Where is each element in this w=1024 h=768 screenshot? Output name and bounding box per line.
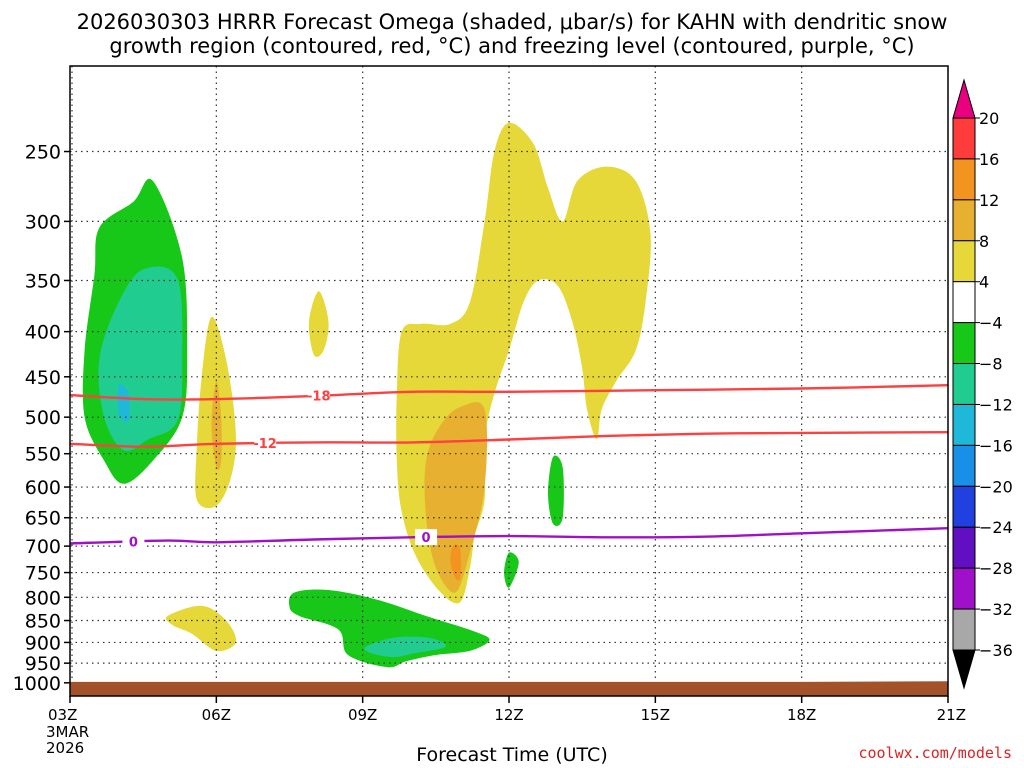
colorbar-label: 20 xyxy=(979,109,999,128)
colorbar-segment xyxy=(952,117,976,160)
omega-region-5 xyxy=(308,291,329,358)
omega-region-2 xyxy=(117,384,130,423)
colorbar-label: 4 xyxy=(979,273,989,292)
colorbar-segment xyxy=(952,485,976,528)
terrain-fill xyxy=(70,681,948,696)
colorbar-segment xyxy=(952,608,976,651)
colorbar-segment xyxy=(952,363,976,405)
omega-region-13 xyxy=(364,636,446,658)
colorbar-label: −28 xyxy=(979,559,1013,578)
y-axis: 2503003504004505005506006507007508008509… xyxy=(13,142,70,695)
colorbar-segment xyxy=(952,281,976,324)
colorbar-segment xyxy=(952,322,976,365)
ground-surface xyxy=(70,681,948,696)
chart-title-line2: growth region (contoured, red, °C) and f… xyxy=(109,34,915,58)
y-tick-label: 800 xyxy=(25,587,61,609)
colorbar-segment xyxy=(952,240,976,283)
x-tick-label: 03Z xyxy=(48,706,77,724)
colorbar-label: −20 xyxy=(979,477,1013,496)
colorbar-segment xyxy=(952,567,976,610)
dgz-line--12 xyxy=(69,431,949,448)
omega-region-4 xyxy=(211,380,222,471)
colorbar-label: −4 xyxy=(979,314,1003,333)
colorbar: 20 16 12 8 4 −4 −8 −12 −16 −20 −24 −28 −32 −36 xyxy=(952,78,1013,690)
omega-region-9 xyxy=(548,455,564,526)
colorbar-top-arrow xyxy=(952,78,976,119)
colorbar-segment xyxy=(952,158,976,201)
omega-shading xyxy=(82,122,651,668)
x-axis-title: Forecast Time (UTC) xyxy=(416,744,608,766)
y-tick-label: 600 xyxy=(25,477,61,499)
x-tick-label: 09Z xyxy=(348,706,377,724)
y-tick-label: 700 xyxy=(25,536,61,558)
colorbar-segment xyxy=(952,403,976,446)
contour-label-bg xyxy=(122,533,145,550)
start-day-label: 3MAR xyxy=(46,723,90,741)
contour-label: 0 xyxy=(422,531,431,546)
colorbar-label: 8 xyxy=(979,232,989,251)
y-tick-label: 750 xyxy=(25,563,61,585)
colorbar-label: −8 xyxy=(979,355,1003,374)
omega-region-11 xyxy=(165,605,237,652)
dgz-line--18 xyxy=(69,384,949,401)
colorbar-label: −12 xyxy=(979,395,1013,414)
omega-region-10 xyxy=(504,552,519,588)
colorbar-segment xyxy=(952,199,976,242)
contour-label-bg xyxy=(254,435,277,452)
y-tick-label: 550 xyxy=(25,444,61,466)
contour-lines: -18 -12 0 0 xyxy=(69,384,949,551)
y-tick-label: 300 xyxy=(25,211,61,233)
y-tick-label: 1000 xyxy=(13,673,61,695)
y-tick-label: 450 xyxy=(25,367,61,389)
omega-region-8 xyxy=(450,544,461,581)
y-tick-label: 850 xyxy=(25,611,61,633)
contour-label: 0 xyxy=(129,536,138,551)
y-tick-label: 900 xyxy=(25,632,61,654)
freezing-level-line xyxy=(69,527,949,545)
contour-label: -18 xyxy=(307,390,331,405)
colorbar-label: −16 xyxy=(979,436,1013,455)
y-tick-label: 250 xyxy=(25,142,61,164)
colorbar-label: −32 xyxy=(979,600,1013,619)
credit-link[interactable]: coolwx.com/models xyxy=(858,744,1012,762)
start-year-label: 2026 xyxy=(46,739,85,757)
colorbar-segment xyxy=(952,444,976,487)
colorbar-segment xyxy=(952,526,976,569)
x-tick-label: 12Z xyxy=(494,706,523,724)
colorbar-label: −36 xyxy=(979,641,1013,660)
y-tick-label: 650 xyxy=(25,508,61,530)
x-tick-label: 15Z xyxy=(641,706,670,724)
omega-region-7 xyxy=(424,402,488,593)
x-tick-label: 21Z xyxy=(937,706,966,724)
colorbar-bottom-arrow xyxy=(952,649,976,690)
contour-label-bg xyxy=(415,529,438,546)
y-tick-label: 500 xyxy=(25,407,61,429)
chart-title-line1: 2026030303 HRRR Forecast Omega (shaded, … xyxy=(76,10,948,34)
colorbar-label: 12 xyxy=(979,191,999,210)
colorbar-label: −24 xyxy=(979,518,1013,537)
contour-label: -12 xyxy=(253,437,277,452)
colorbar-label: 16 xyxy=(979,150,999,169)
contour-label-bg xyxy=(307,387,330,404)
y-tick-label: 400 xyxy=(25,322,61,344)
x-tick-label: 18Z xyxy=(787,706,816,724)
y-tick-label: 950 xyxy=(25,653,61,675)
y-tick-label: 350 xyxy=(25,270,61,292)
x-tick-label: 06Z xyxy=(202,706,231,724)
x-axis: 03Z 06Z 09Z 12Z 15Z 18Z 21Z xyxy=(48,696,966,724)
